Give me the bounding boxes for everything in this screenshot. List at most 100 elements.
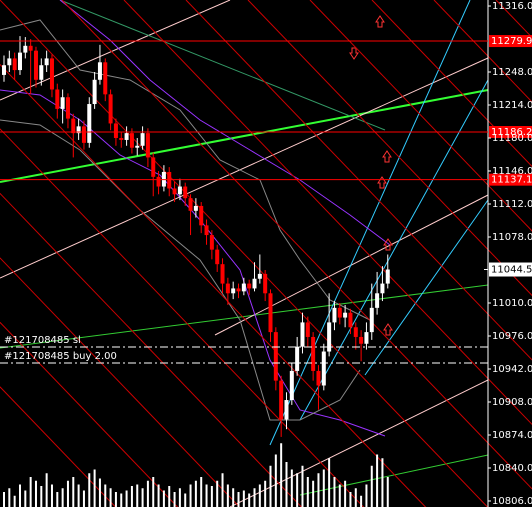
candle-body — [220, 264, 225, 284]
plot — [2, 36, 390, 507]
y-tick-label: 10874.0 — [492, 430, 532, 441]
bollinger-band — [0, 19, 371, 321]
volume-bar — [34, 480, 37, 507]
candle-body — [236, 288, 241, 292]
volume-bar — [168, 486, 171, 507]
volume-bar — [82, 490, 85, 507]
volume-bar — [3, 492, 5, 507]
volume-bar — [66, 480, 69, 507]
candle-body — [247, 283, 252, 289]
volume-bar — [328, 458, 331, 507]
volume-bar — [253, 488, 256, 507]
y-tick-label: 10908.0 — [492, 397, 532, 408]
volume-bar — [8, 488, 11, 507]
volume-bar — [93, 469, 96, 507]
purple-band — [59, 0, 391, 246]
red-channel-line — [0, 0, 489, 507]
y-tick-label: 11248.0 — [492, 67, 532, 78]
volume-bar — [88, 473, 91, 507]
volume-bar — [61, 488, 64, 507]
candle-body — [204, 225, 209, 236]
volume-bar — [194, 480, 197, 507]
volume-bar — [232, 488, 235, 507]
green-dim-line — [59, 0, 386, 131]
order-label: #121708485 sl — [4, 335, 81, 346]
signal-arrows — [349, 15, 393, 336]
level-label: 11137.1 — [491, 175, 532, 186]
volume-bar — [237, 492, 240, 507]
candle-body — [113, 123, 118, 139]
red-channel-line — [0, 192, 303, 507]
candle-body — [7, 58, 12, 66]
candle-body — [241, 283, 246, 292]
candle-body — [327, 322, 332, 352]
volume-bar — [264, 480, 267, 507]
candle-body — [172, 188, 177, 195]
candle-body — [39, 65, 44, 80]
volume-bar — [226, 484, 229, 507]
volume-bar — [205, 484, 208, 507]
volume-bar — [333, 477, 336, 507]
volume-bar — [280, 443, 283, 507]
candle-body — [156, 176, 161, 187]
red-channel-line — [0, 128, 365, 507]
volume-bar — [269, 465, 272, 507]
y-tick-label: 10942.0 — [492, 364, 532, 375]
red-channel-line — [123, 0, 532, 426]
volume-bar — [45, 473, 48, 507]
candle-body — [321, 351, 326, 386]
candle-body — [151, 157, 156, 177]
candle-body — [305, 322, 310, 337]
y-tick-label: 11078.0 — [492, 232, 532, 243]
candle-body — [279, 380, 284, 420]
volume-bar — [210, 486, 213, 507]
candle-body — [55, 89, 60, 109]
volume-bar — [162, 490, 165, 507]
candle-body — [119, 138, 124, 140]
candle-body — [295, 346, 300, 371]
candle-body — [65, 97, 70, 119]
candle-body — [183, 186, 188, 199]
y-tick-label: 11010.0 — [492, 298, 532, 309]
volume-bar — [184, 493, 187, 507]
volume-bar — [200, 477, 203, 507]
red-channel-line — [185, 0, 532, 361]
candle-body — [337, 307, 342, 318]
volume-bar — [221, 473, 224, 507]
volume-bar — [349, 492, 352, 507]
candle-body — [167, 171, 172, 189]
volume-bar — [13, 495, 16, 507]
white-line — [0, 57, 489, 279]
white-line — [229, 379, 489, 507]
level-label-box — [489, 35, 532, 48]
volume-bar — [56, 492, 59, 507]
candle-body — [209, 235, 214, 250]
volume-bar — [29, 477, 32, 507]
candle-body — [81, 126, 86, 143]
volume-bar — [338, 484, 341, 507]
volume-bar — [248, 493, 251, 507]
candle-body — [129, 133, 134, 148]
candle-body — [76, 126, 81, 134]
candle-body — [231, 288, 236, 294]
candle-body — [343, 312, 348, 318]
red-channel-line — [309, 0, 532, 232]
volume-bar — [296, 473, 299, 507]
candle-body — [263, 273, 268, 294]
candle-body — [92, 79, 97, 105]
last-price-label: 11044.5 — [491, 265, 532, 276]
volume-bar — [258, 484, 261, 507]
level-label-box — [489, 173, 532, 186]
green-line — [0, 89, 489, 183]
level-label: 11186.2 — [491, 127, 532, 138]
red-channel-line — [0, 321, 179, 507]
red-channel-line — [61, 0, 532, 490]
volume-bar — [301, 465, 304, 507]
candle-body — [71, 118, 76, 134]
candle-body — [385, 269, 390, 284]
volume-bar — [274, 454, 277, 507]
candle-body — [289, 370, 294, 401]
volume-bar — [157, 484, 160, 507]
candle-body — [97, 62, 102, 80]
y-tick-label: 11146.0 — [492, 166, 532, 177]
